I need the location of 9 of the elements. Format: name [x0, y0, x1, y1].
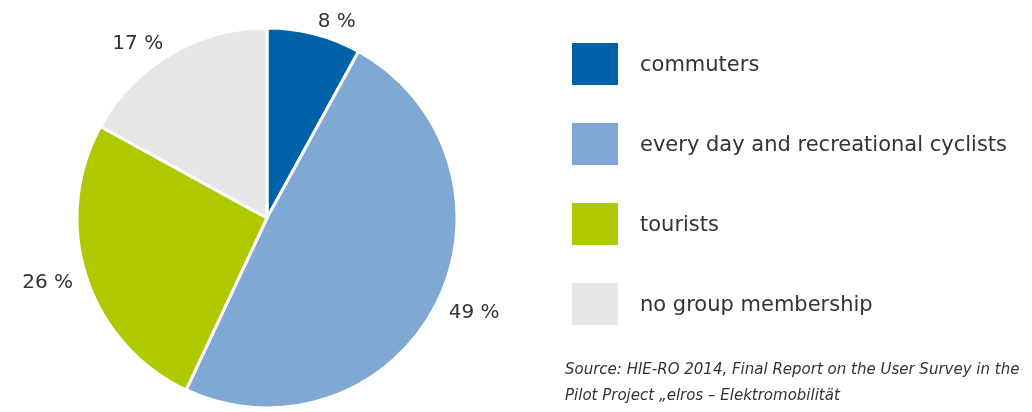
legend-label: no group membership — [640, 292, 873, 316]
data-label: 49 % — [448, 298, 500, 323]
data-label: 26 % — [22, 269, 73, 294]
source-note: Source: HIE-RO 2014, Final Report on the User Survey in the Pilot Project „elros – Elektromobilität — [565, 360, 1025, 404]
legend-label: commuters — [640, 52, 760, 76]
data-label: 17 % — [112, 30, 164, 55]
legend-label: every day and recreational cyclists — [640, 132, 1007, 156]
legend-label: tourists — [640, 212, 719, 236]
data-label: 8 % — [317, 8, 356, 33]
